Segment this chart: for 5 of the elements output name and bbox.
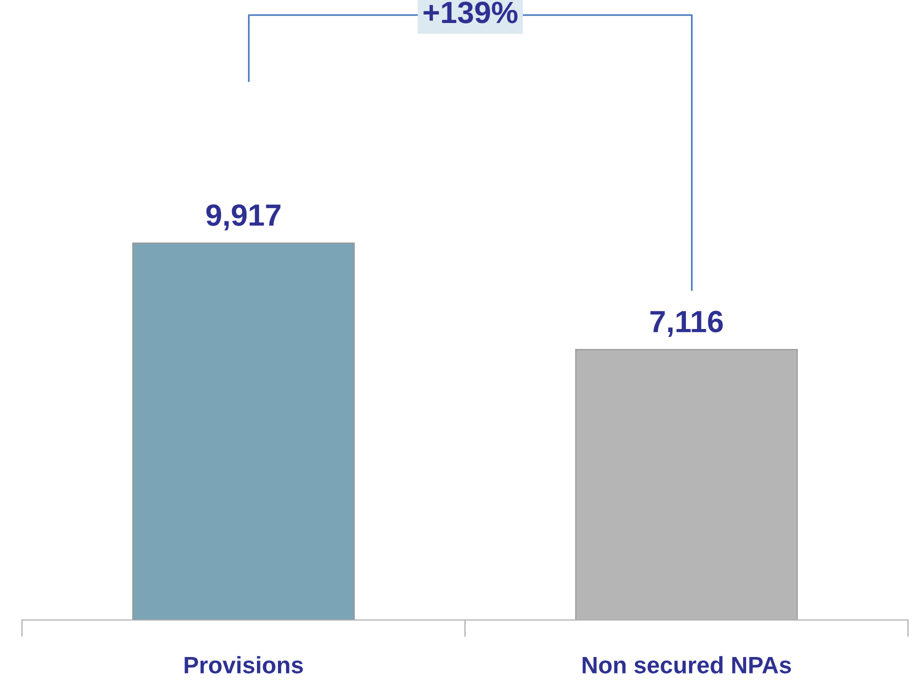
data-label: 7,116 [650,310,723,337]
x-tick-label: Provisions [184,656,303,674]
text: +139% [424,2,518,24]
x-tick-label: Non secured NPAs [582,656,791,674]
data-label: 9,917 [206,204,280,230]
